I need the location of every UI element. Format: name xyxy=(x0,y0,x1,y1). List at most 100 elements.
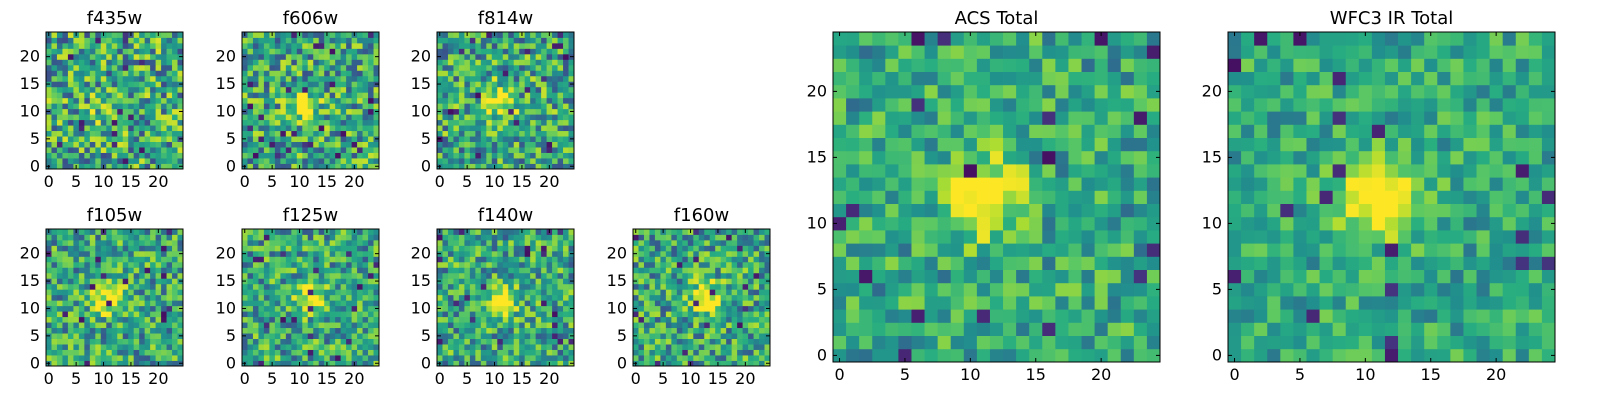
heatmap-cell xyxy=(269,261,276,268)
heatmap-cell xyxy=(1029,230,1043,244)
heatmap-cell xyxy=(557,37,564,44)
heatmap-cell xyxy=(84,305,91,312)
heatmap-cell xyxy=(111,294,118,301)
heatmap-cell xyxy=(447,92,454,99)
heatmap-cell xyxy=(133,37,140,44)
heatmap-cell xyxy=(373,86,380,93)
heatmap-cell xyxy=(274,344,281,350)
heatmap-cell xyxy=(351,245,358,252)
heatmap-cell xyxy=(1003,296,1017,310)
heatmap-cell xyxy=(764,322,771,329)
heatmap-cell xyxy=(285,316,292,323)
heatmap-cell xyxy=(111,300,118,307)
heatmap-cell xyxy=(563,163,569,170)
heatmap-cell xyxy=(442,114,449,121)
heatmap-cell xyxy=(753,256,760,263)
heatmap-cell xyxy=(62,114,69,121)
heatmap-cell xyxy=(139,42,146,49)
heatmap-cell xyxy=(346,316,352,323)
heatmap-cell xyxy=(117,158,124,164)
heatmap-cell xyxy=(480,48,487,55)
heatmap-cell xyxy=(307,147,314,153)
heatmap-cell xyxy=(67,316,74,323)
heatmap-cell xyxy=(486,256,493,263)
heatmap-cell xyxy=(51,322,58,329)
heatmap-cell xyxy=(1029,190,1043,204)
heatmap-cell xyxy=(252,92,259,99)
heatmap-cell xyxy=(155,349,162,356)
heatmap-cell xyxy=(340,229,347,235)
heatmap-cell xyxy=(480,108,487,115)
heatmap-cell xyxy=(252,355,259,361)
heatmap-cell xyxy=(453,355,460,361)
heatmap-cell xyxy=(351,141,358,148)
heatmap-cell xyxy=(263,53,270,60)
heatmap-cell xyxy=(833,243,847,257)
heatmap-cell xyxy=(111,32,118,38)
heatmap-cell xyxy=(1107,296,1122,310)
heatmap-cell xyxy=(362,239,369,246)
heatmap-cell xyxy=(660,349,667,356)
heatmap-cell xyxy=(676,289,683,296)
heatmap-cell xyxy=(1133,335,1148,350)
heatmap-cell xyxy=(1094,216,1109,231)
heatmap-cell xyxy=(563,119,569,126)
heatmap-cell xyxy=(480,360,487,367)
heatmap-cell xyxy=(491,92,498,99)
heatmap-cell xyxy=(172,114,178,121)
heatmap-cell xyxy=(106,70,113,77)
heatmap-cell xyxy=(715,256,722,263)
heatmap-cell xyxy=(453,81,460,88)
heatmap-cell xyxy=(122,158,129,164)
heatmap-cell xyxy=(285,355,292,361)
heatmap-cell xyxy=(335,344,342,350)
heatmap-cell xyxy=(475,344,482,350)
heatmap-cell xyxy=(530,158,537,164)
heatmap-cell xyxy=(497,360,504,367)
heatmap-cell xyxy=(552,261,558,268)
heatmap-cell xyxy=(84,59,91,66)
heatmap-cell xyxy=(464,64,471,71)
heatmap-cell xyxy=(155,37,162,44)
heatmap-cell xyxy=(296,75,303,82)
heatmap-cell xyxy=(437,322,443,329)
heatmap-cell xyxy=(67,75,74,82)
heatmap-cell xyxy=(1068,296,1082,310)
heatmap-cell xyxy=(296,42,303,49)
heatmap-cell xyxy=(274,338,281,345)
heatmap-cell xyxy=(78,316,85,323)
heatmap-cell xyxy=(1016,216,1030,231)
heatmap-cell xyxy=(351,289,358,296)
heatmap-cell xyxy=(546,136,553,142)
heatmap-cell xyxy=(313,81,320,88)
heatmap-cell xyxy=(524,125,531,132)
heatmap-cell xyxy=(530,239,537,246)
heatmap-cell xyxy=(78,272,85,279)
heatmap-cell xyxy=(122,163,129,170)
heatmap-cell xyxy=(84,136,91,142)
heatmap-cell xyxy=(846,243,860,257)
heatmap-cell xyxy=(128,245,135,252)
heatmap-cell xyxy=(742,338,749,345)
heatmap-cell xyxy=(698,272,705,279)
heatmap-cell xyxy=(687,261,694,268)
heatmap-cell xyxy=(698,355,705,361)
heatmap-cell xyxy=(67,256,74,263)
heatmap-cell xyxy=(242,327,248,334)
heatmap-cell xyxy=(1094,348,1109,363)
heatmap-cell xyxy=(269,300,276,307)
heatmap-cell xyxy=(318,32,325,38)
heatmap-cell xyxy=(753,311,760,318)
heatmap-cell xyxy=(720,294,727,301)
heatmap-cell xyxy=(122,256,129,263)
heatmap-cell xyxy=(464,53,471,60)
heatmap-cell xyxy=(172,64,178,71)
heatmap-cell xyxy=(660,239,667,246)
heatmap-cell xyxy=(447,261,454,268)
heatmap-cell xyxy=(458,97,465,104)
heatmap-cell xyxy=(51,152,58,159)
heatmap-cell xyxy=(513,278,520,285)
heatmap-cell xyxy=(557,283,564,290)
heatmap-cell xyxy=(453,64,460,71)
heatmap-cell xyxy=(346,261,352,268)
